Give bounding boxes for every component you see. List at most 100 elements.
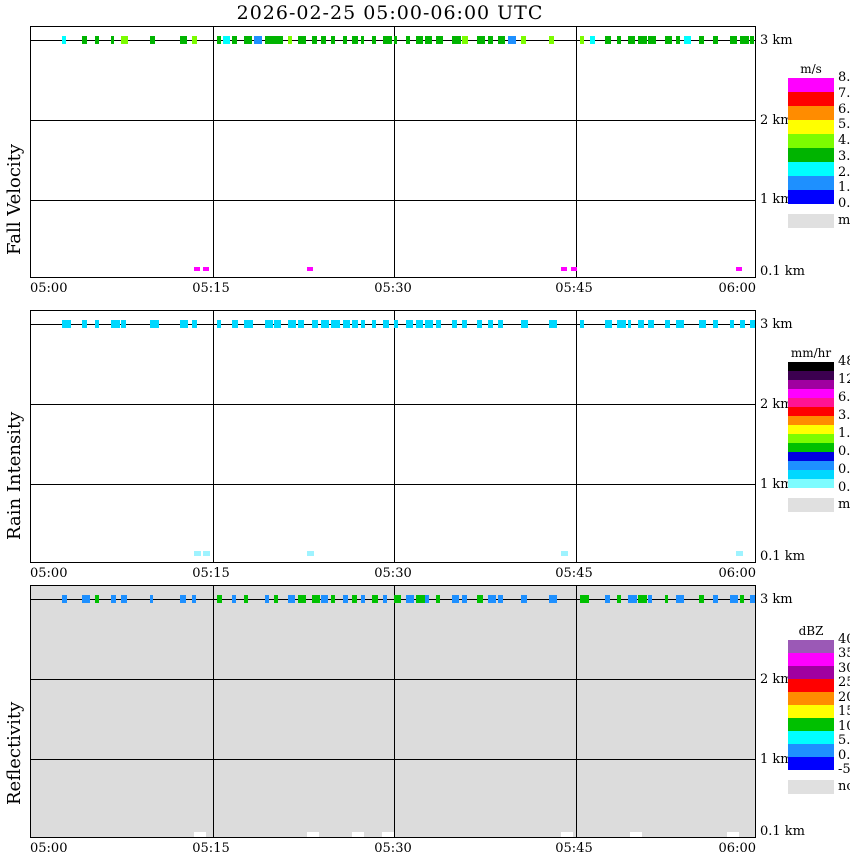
colorbar-tick-label: -5.0 — [838, 762, 850, 777]
data-echo-cell — [192, 320, 197, 328]
colorbar-band — [788, 692, 834, 705]
colorbar-tick-label: 15.0 — [838, 704, 850, 719]
gridline-horizontal — [31, 200, 755, 201]
colorbar-band — [788, 653, 834, 666]
data-echo-cell — [321, 595, 328, 603]
data-echo-cell — [62, 320, 71, 328]
panel-3-xtick-3: 05:45 — [555, 841, 592, 856]
colorbar-tick-label: 35.0 — [838, 646, 850, 661]
data-echo-cell — [638, 320, 644, 328]
gridline-vertical — [576, 27, 577, 277]
data-echo-cell — [307, 551, 314, 556]
panel-2-ytick-3km: 3 km — [760, 317, 793, 332]
data-echo-cell — [321, 36, 326, 44]
data-echo-cell — [331, 36, 335, 44]
data-echo-cell — [549, 36, 554, 44]
panel-1-ytick-0km: 0.1 km — [760, 264, 805, 279]
figure-title: 2026-02-25 05:00-06:00 UTC — [0, 2, 780, 24]
data-echo-cell — [676, 36, 680, 44]
data-echo-cell — [111, 320, 120, 328]
data-echo-cell — [203, 551, 210, 556]
panel-2-xtick-4: 06:00 — [719, 566, 756, 581]
colorbar-tick-label: 3.0 — [838, 149, 850, 164]
data-echo-cell — [676, 595, 684, 603]
data-echo-cell — [307, 267, 313, 271]
panel-2-xtick-0: 05:00 — [30, 566, 67, 581]
colorbar-band — [788, 718, 834, 731]
data-echo-cell — [630, 832, 642, 837]
data-echo-cell — [436, 320, 441, 328]
data-echo-cell — [312, 36, 317, 44]
data-echo-cell — [488, 36, 493, 44]
gridline-vertical — [213, 27, 214, 277]
data-echo-cell — [713, 36, 718, 44]
colorbar-band — [788, 134, 834, 148]
colorbar-tick-label: 10.0 — [838, 719, 850, 734]
data-echo-cell — [62, 36, 66, 44]
data-echo-cell — [321, 320, 329, 328]
data-echo-cell — [265, 320, 273, 328]
data-echo-cell — [628, 595, 637, 603]
data-echo-cell — [452, 320, 457, 328]
panel-1-axis-label: Fall Velocity — [4, 144, 25, 255]
data-echo-cell — [740, 320, 745, 328]
data-echo-cell — [82, 320, 87, 328]
gridline-vertical — [213, 311, 214, 562]
data-echo-cell — [343, 36, 347, 44]
panel-2-axis-label: Rain Intensity — [4, 412, 25, 540]
data-echo-cell — [665, 320, 670, 328]
data-echo-cell — [150, 36, 155, 44]
gridline-vertical — [394, 586, 395, 837]
data-echo-cell — [425, 36, 432, 44]
colorbar-units-label: m/s — [800, 62, 822, 76]
data-echo-cell — [343, 595, 348, 603]
data-echo-cell — [244, 36, 252, 44]
colorbar-tick-label: 1.0 — [838, 180, 850, 195]
panel-3-xtick-2: 05:30 — [374, 841, 411, 856]
data-echo-cell — [477, 595, 483, 603]
data-echo-cell — [352, 320, 358, 328]
panel-1-xtick-1: 05:15 — [192, 281, 229, 296]
colorbar-band — [788, 705, 834, 718]
colorbar-units-label: dBZ — [799, 624, 824, 638]
panel-2-xtick-1: 05:15 — [192, 566, 229, 581]
colorbar-tick-label: 25.0 — [838, 675, 850, 690]
colorbar-missing-swatch — [788, 498, 834, 512]
data-echo-cell — [180, 320, 188, 328]
data-echo-cell — [750, 595, 756, 603]
data-echo-cell — [192, 595, 196, 603]
colorbar-band — [788, 744, 834, 757]
colorbar-band — [788, 679, 834, 692]
data-echo-cell — [521, 320, 528, 328]
data-echo-cell — [750, 36, 754, 44]
colorbar-tick-label: 3.0 — [838, 408, 850, 423]
data-echo-cell — [232, 320, 238, 328]
data-echo-cell — [521, 595, 527, 603]
colorbar-band — [788, 398, 834, 407]
data-echo-cell — [452, 595, 459, 603]
data-echo-cell — [580, 595, 589, 603]
colorbar-band — [788, 106, 834, 120]
colorbar-missing-label: none — [838, 779, 850, 794]
data-echo-cell — [254, 36, 262, 44]
panel-3-xtick-1: 05:15 — [192, 841, 229, 856]
data-echo-cell — [361, 36, 364, 44]
colorbar-tick-label: 1.5 — [838, 426, 850, 441]
panel-1-xtick-2: 05:30 — [374, 281, 411, 296]
data-echo-cell — [150, 595, 153, 603]
data-echo-cell — [95, 595, 99, 603]
data-echo-cell — [312, 595, 320, 603]
data-echo-cell — [232, 36, 237, 44]
data-echo-cell — [628, 36, 635, 44]
data-echo-cell — [372, 320, 376, 328]
data-echo-cell — [561, 832, 573, 837]
gridline-horizontal — [31, 484, 755, 485]
gridline-horizontal — [31, 679, 755, 680]
data-echo-cell — [617, 320, 626, 328]
panel-3-ytick-3km: 3 km — [760, 592, 793, 607]
colorbar-band — [788, 479, 834, 488]
data-echo-cell — [121, 320, 126, 328]
colorbar-missing-swatch — [788, 214, 834, 228]
colorbar-tick-label: 5.0 — [838, 117, 850, 132]
colorbar-band — [788, 380, 834, 389]
